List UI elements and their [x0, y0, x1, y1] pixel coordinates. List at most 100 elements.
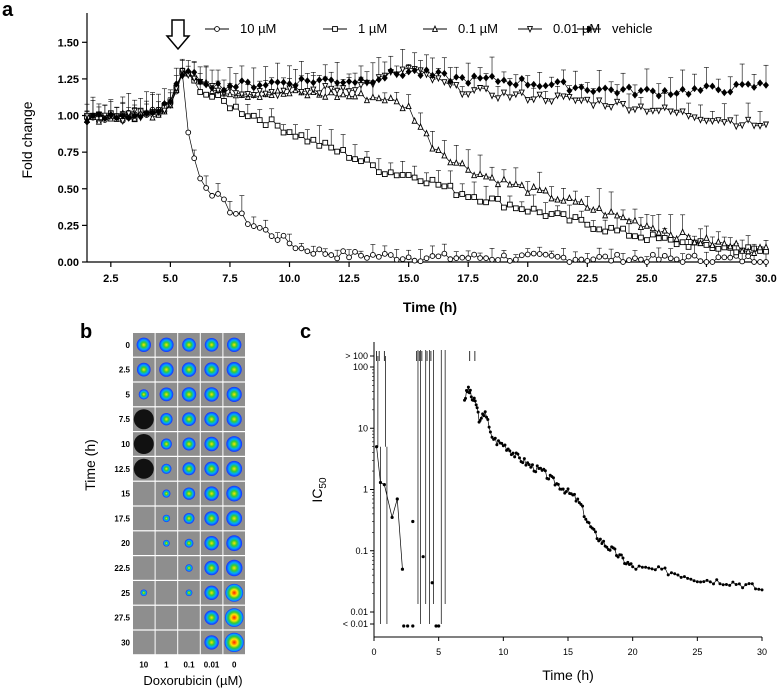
data-point — [286, 240, 293, 247]
cell-signal — [204, 610, 219, 625]
data-point — [214, 87, 222, 95]
data-point — [744, 583, 748, 587]
data-point — [286, 80, 293, 88]
panel-c-letter: c — [300, 321, 311, 343]
data-point — [472, 396, 476, 400]
data-point — [715, 237, 722, 245]
data-point — [441, 183, 448, 190]
data-point — [393, 97, 400, 105]
data-point — [185, 67, 192, 75]
data-point — [483, 410, 487, 414]
cell-signal — [185, 589, 193, 597]
data-point — [453, 192, 460, 199]
data-point — [95, 110, 102, 118]
data-point — [524, 251, 531, 258]
data-point — [661, 234, 668, 241]
data-point — [679, 239, 686, 246]
data-point — [280, 232, 287, 239]
data-point — [506, 94, 513, 102]
cell-signal — [185, 564, 193, 572]
y-tick-label: 1.00 — [58, 111, 79, 123]
data-point — [522, 457, 526, 461]
row-label: 22.5 — [114, 564, 130, 573]
data-point — [310, 136, 317, 143]
data-point — [560, 93, 567, 101]
data-point — [340, 78, 347, 87]
data-point — [608, 86, 615, 94]
data-point — [619, 553, 623, 557]
data-point — [560, 196, 567, 204]
data-point — [626, 83, 632, 91]
data-point — [399, 71, 406, 80]
x-tick-label: 0 — [371, 647, 376, 657]
data-point — [500, 175, 508, 183]
data-point — [734, 583, 738, 587]
data-point — [739, 122, 746, 130]
data-point — [250, 83, 257, 92]
data-point — [179, 72, 186, 80]
data-point — [405, 68, 412, 76]
data-point — [209, 192, 215, 199]
data-point — [602, 253, 609, 260]
data-point — [161, 99, 168, 108]
data-point — [381, 74, 388, 82]
data-point — [268, 88, 275, 96]
data-point — [721, 239, 728, 247]
data-point — [608, 104, 615, 112]
data-point — [346, 254, 352, 261]
data-point — [476, 410, 480, 414]
data-point — [370, 162, 376, 169]
cell-signal — [140, 589, 148, 597]
data-point — [661, 86, 668, 95]
data-point — [471, 171, 478, 179]
data-point — [657, 565, 661, 569]
data-point — [547, 477, 551, 481]
cell-signal — [182, 412, 196, 427]
data-point — [376, 169, 382, 175]
x-tick-label: 30.0 — [755, 273, 776, 285]
data-point — [393, 70, 400, 78]
heatmap-cell — [155, 630, 178, 655]
column-label: 0.01 — [204, 660, 220, 669]
legend-label: 10 µM — [240, 21, 276, 36]
data-point — [316, 142, 323, 149]
data-point — [447, 182, 454, 189]
data-point — [631, 91, 638, 99]
data-point — [464, 396, 468, 400]
data-point — [374, 445, 379, 449]
data-point — [167, 98, 174, 106]
data-point — [459, 91, 466, 99]
data-point — [298, 245, 305, 252]
data-point — [375, 94, 382, 102]
heatmap-cell — [155, 605, 178, 630]
data-point — [638, 256, 644, 263]
data-point — [518, 456, 521, 460]
cell-signal — [160, 438, 172, 450]
data-point — [733, 80, 740, 88]
data-point — [691, 252, 698, 259]
data-point — [500, 76, 507, 84]
data-point — [417, 258, 424, 265]
data-point — [613, 211, 621, 219]
data-point — [214, 26, 220, 32]
data-point — [483, 74, 490, 82]
panel-c-chart: 0 5 10 15 20 25 30 0.01 0.1 1 10 100> 100 < 0.01 IC… — [309, 342, 767, 683]
data-point — [506, 180, 513, 188]
data-point — [387, 94, 394, 101]
cell-signal — [161, 463, 172, 474]
data-point — [637, 564, 641, 568]
data-point — [473, 399, 477, 403]
data-point — [233, 103, 239, 110]
data-point — [637, 86, 644, 95]
heatmap-cell — [133, 506, 155, 531]
data-point — [527, 463, 531, 467]
data-point — [619, 100, 627, 108]
row-label: 17.5 — [114, 514, 130, 523]
data-point — [485, 415, 489, 419]
data-point — [655, 92, 662, 100]
data-point — [478, 418, 482, 422]
data-point — [554, 210, 561, 217]
data-point — [429, 71, 436, 80]
data-point — [340, 147, 346, 153]
data-point — [554, 253, 561, 260]
